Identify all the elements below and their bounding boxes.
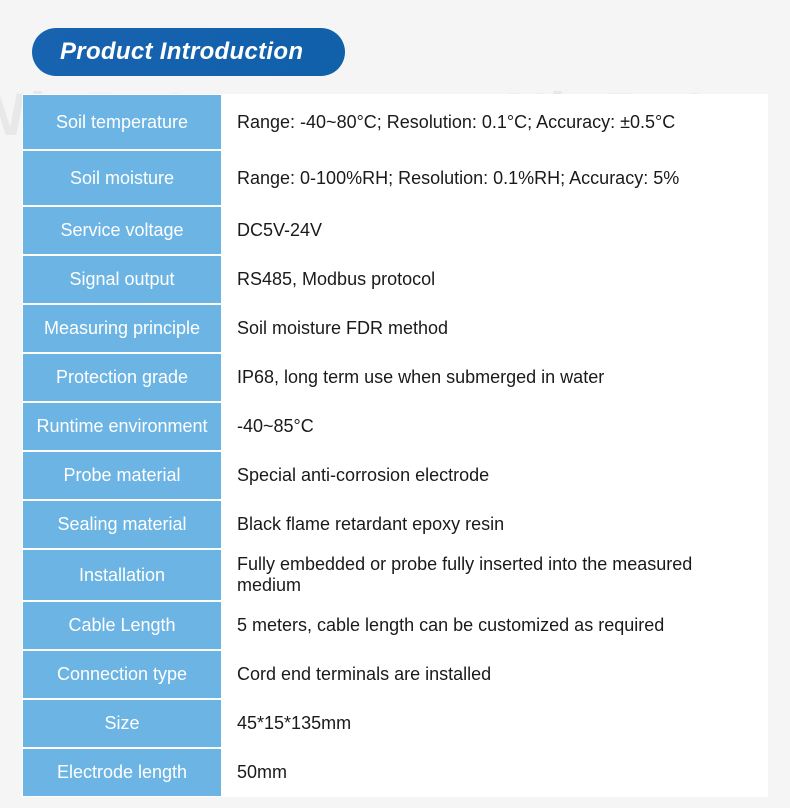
table-row: Measuring principleSoil moisture FDR met…: [22, 304, 768, 353]
spec-key: Soil moisture: [22, 150, 222, 206]
section-title-pill: Product Introduction: [32, 28, 345, 76]
table-row: Electrode length50mm: [22, 748, 768, 797]
table-row: Sealing materialBlack flame retardant ep…: [22, 500, 768, 549]
spec-key: Service voltage: [22, 206, 222, 255]
spec-value: Special anti-corrosion electrode: [222, 451, 768, 500]
spec-value: 50mm: [222, 748, 768, 797]
spec-table: Soil temperatureRange: -40~80°C; Resolut…: [22, 94, 768, 797]
spec-value: -40~85°C: [222, 402, 768, 451]
spec-value: IP68, long term use when submerged in wa…: [222, 353, 768, 402]
table-row: Size45*15*135mm: [22, 699, 768, 748]
spec-value: Soil moisture FDR method: [222, 304, 768, 353]
spec-value: DC5V-24V: [222, 206, 768, 255]
spec-key: Size: [22, 699, 222, 748]
table-row: Runtime environment-40~85°C: [22, 402, 768, 451]
spec-key: Runtime environment: [22, 402, 222, 451]
spec-value: Cord end terminals are installed: [222, 650, 768, 699]
spec-value: Fully embedded or probe fully inserted i…: [222, 549, 768, 601]
spec-value: Range: -40~80°C; Resolution: 0.1°C; Accu…: [222, 94, 768, 150]
spec-key: Installation: [22, 549, 222, 601]
table-row: Soil temperatureRange: -40~80°C; Resolut…: [22, 94, 768, 150]
spec-key: Soil temperature: [22, 94, 222, 150]
table-row: Probe materialSpecial anti-corrosion ele…: [22, 451, 768, 500]
table-row: Service voltageDC5V-24V: [22, 206, 768, 255]
table-row: Signal outputRS485, Modbus protocol: [22, 255, 768, 304]
spec-value: 5 meters, cable length can be customized…: [222, 601, 768, 650]
spec-key: Electrode length: [22, 748, 222, 797]
table-row: Cable Length5 meters, cable length can b…: [22, 601, 768, 650]
spec-value: Black flame retardant epoxy resin: [222, 500, 768, 549]
spec-key: Probe material: [22, 451, 222, 500]
spec-value: RS485, Modbus protocol: [222, 255, 768, 304]
section-title-text: Product Introduction: [60, 38, 303, 65]
table-row: Soil moistureRange: 0-100%RH; Resolution…: [22, 150, 768, 206]
table-row: Connection typeCord end terminals are in…: [22, 650, 768, 699]
spec-key: Cable Length: [22, 601, 222, 650]
table-row: InstallationFully embedded or probe full…: [22, 549, 768, 601]
spec-key: Signal output: [22, 255, 222, 304]
spec-value: 45*15*135mm: [222, 699, 768, 748]
spec-key: Protection grade: [22, 353, 222, 402]
spec-value: Range: 0-100%RH; Resolution: 0.1%RH; Acc…: [222, 150, 768, 206]
spec-key: Measuring principle: [22, 304, 222, 353]
spec-key: Connection type: [22, 650, 222, 699]
spec-key: Sealing material: [22, 500, 222, 549]
spec-table-wrap: Soil temperatureRange: -40~80°C; Resolut…: [22, 94, 768, 797]
table-row: Protection gradeIP68, long term use when…: [22, 353, 768, 402]
